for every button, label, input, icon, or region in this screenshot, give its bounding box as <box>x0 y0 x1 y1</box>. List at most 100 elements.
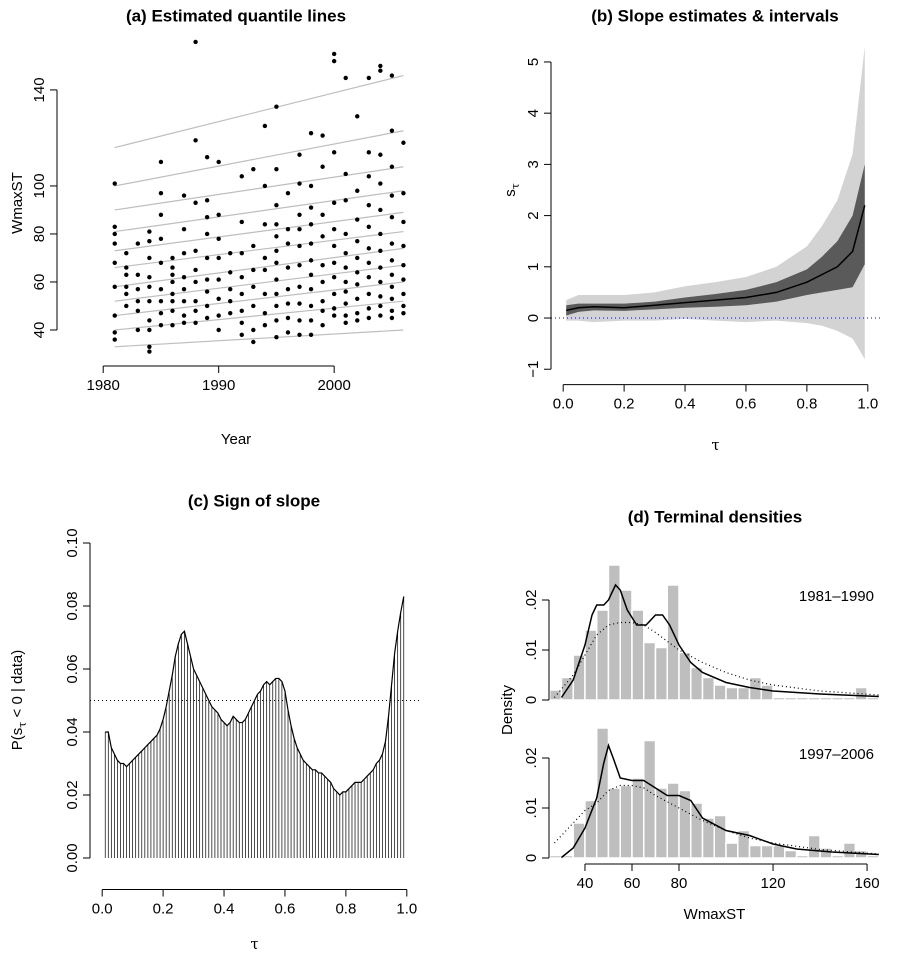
point <box>147 318 152 323</box>
point <box>216 236 221 241</box>
interval-band <box>566 46 865 359</box>
point <box>228 270 233 275</box>
point <box>147 255 152 261</box>
y-tick-label: 80 <box>31 226 48 243</box>
x-tick-label: 80 <box>671 875 688 892</box>
point <box>378 294 383 299</box>
point <box>401 190 406 196</box>
bar <box>631 777 645 859</box>
point <box>343 289 348 294</box>
point <box>158 212 164 217</box>
bar <box>866 696 880 701</box>
point <box>158 310 164 316</box>
point <box>170 272 175 277</box>
point <box>274 260 279 265</box>
point <box>124 265 129 270</box>
point <box>331 260 337 265</box>
y-tick-label: 4 <box>525 109 542 117</box>
y-tick-label: 0.08 <box>64 591 81 620</box>
x-tick-label: 1.0 <box>857 396 878 413</box>
point <box>389 308 395 313</box>
point <box>331 200 337 205</box>
point <box>262 322 268 328</box>
x-tick-label: 160 <box>855 875 880 892</box>
y-tick-label: .02 <box>523 590 540 611</box>
point <box>204 231 210 237</box>
point <box>262 267 268 273</box>
y-axis-label-part: τ <box>509 183 522 189</box>
point <box>193 308 198 313</box>
y-tick-label: 2 <box>525 211 542 219</box>
point <box>193 248 198 253</box>
point <box>285 330 291 335</box>
panel-title: (d) Terminal densities <box>628 507 802 526</box>
point <box>216 212 221 217</box>
point <box>297 152 302 157</box>
point <box>274 222 279 227</box>
point <box>193 279 198 285</box>
point <box>147 229 152 234</box>
point <box>170 308 175 313</box>
point <box>308 303 314 309</box>
point <box>262 291 268 297</box>
bar <box>725 686 739 701</box>
point <box>158 236 164 241</box>
point <box>343 279 348 285</box>
point <box>308 286 314 292</box>
x-tick-label: 1990 <box>202 377 235 394</box>
point <box>251 339 256 345</box>
bar <box>619 784 633 859</box>
bar <box>760 844 774 859</box>
bar <box>760 684 774 701</box>
point <box>401 219 406 225</box>
point <box>124 272 129 277</box>
point <box>297 262 302 268</box>
y-tick-label: 60 <box>31 274 48 291</box>
interval-band <box>566 164 865 316</box>
y-tick-label: 0 <box>525 314 542 322</box>
y-tick-label: 140 <box>31 77 48 102</box>
y-axis-label-part: τ <box>16 722 29 728</box>
quantile-line <box>114 329 404 348</box>
point <box>343 320 348 325</box>
point <box>274 166 279 172</box>
y-tick-label: 5 <box>525 58 542 66</box>
bar <box>748 844 763 859</box>
point <box>124 284 129 289</box>
quantile-line <box>114 264 404 302</box>
point <box>297 243 302 249</box>
quantile-line <box>114 190 404 233</box>
point <box>239 332 244 337</box>
point <box>401 140 406 145</box>
point <box>193 298 198 304</box>
point <box>158 260 164 265</box>
point <box>181 298 187 304</box>
point <box>239 308 244 313</box>
point <box>262 123 268 129</box>
point <box>401 291 406 297</box>
point <box>158 159 164 165</box>
point <box>228 298 233 304</box>
y-tick-label: .02 <box>523 748 540 769</box>
bar <box>807 696 821 701</box>
y-tick-label: 40 <box>31 322 48 339</box>
point <box>216 277 221 282</box>
point <box>308 272 314 277</box>
point <box>343 313 348 318</box>
point <box>343 231 348 237</box>
point <box>401 243 406 249</box>
point <box>285 265 291 270</box>
point <box>274 291 279 297</box>
point <box>285 190 291 196</box>
y-tick-label: 0.02 <box>64 780 81 809</box>
point <box>308 183 314 189</box>
point <box>158 298 164 304</box>
point <box>239 174 244 179</box>
point <box>158 286 164 292</box>
point <box>204 277 210 282</box>
x-tick-label: 60 <box>624 875 641 892</box>
point <box>274 234 279 239</box>
point <box>401 277 406 282</box>
point <box>124 303 129 309</box>
